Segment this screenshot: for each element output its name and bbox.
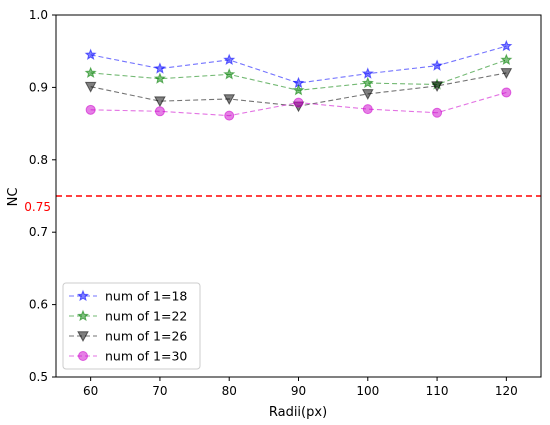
y-axis-label: NC <box>6 188 21 207</box>
x-tick-label: 70 <box>152 384 167 398</box>
x-tick-label: 90 <box>291 384 306 398</box>
data-point <box>501 87 512 98</box>
data-point <box>431 81 443 93</box>
data-point <box>431 59 444 71</box>
data-point <box>500 39 513 52</box>
y-tick-label: 0.7 <box>29 225 48 239</box>
axes: 0.75 60 70 80 90 100 110 120 0.5 0.6 0.7 0.8 0.9 1.0 <box>24 8 542 398</box>
data-point <box>84 66 97 79</box>
x-tick-label: 80 <box>222 384 237 398</box>
data-point <box>84 81 97 93</box>
data-point <box>361 67 374 79</box>
data-point <box>500 53 513 66</box>
data-point <box>153 72 166 84</box>
data-point <box>292 83 305 96</box>
legend-entry-label: num of 1=22 <box>105 309 187 324</box>
y-tick-label: 0.5 <box>29 370 48 384</box>
legend-entry-label: num of 1=18 <box>105 289 187 304</box>
data-point <box>361 89 374 100</box>
x-tick-label: 100 <box>356 384 379 398</box>
legend-box <box>62 282 201 370</box>
legend-marker <box>77 331 89 343</box>
legend-marker <box>78 351 88 361</box>
data-point <box>361 76 374 89</box>
data-point <box>223 53 236 66</box>
legend: num of 1=18 num of 1=22 num of 1=26 num of … <box>62 282 201 370</box>
x-tick-label: 60 <box>83 384 98 398</box>
data-point <box>223 94 236 106</box>
plot-area <box>56 39 541 197</box>
data-point <box>154 106 165 117</box>
threshold-label: 0.75 <box>24 200 51 214</box>
legend-marker <box>76 289 90 302</box>
data-point <box>153 62 166 74</box>
data-point <box>293 97 304 108</box>
data-point <box>154 96 166 108</box>
x-tick-label: 110 <box>426 384 449 398</box>
data-point <box>362 104 373 115</box>
y-tick-label: 0.6 <box>29 298 48 312</box>
legend-marker <box>76 309 90 322</box>
data-point <box>224 110 235 121</box>
data-point <box>223 68 236 80</box>
data-point <box>500 68 513 79</box>
data-point <box>85 104 96 115</box>
y-tick-label: 0.8 <box>29 153 48 167</box>
legend-entry-label: num of 1=30 <box>105 349 187 364</box>
legend-entry-label: num of 1=26 <box>105 329 187 344</box>
data-point <box>432 107 443 118</box>
y-tick-label: 1.0 <box>29 8 48 22</box>
x-tick-label: 120 <box>495 384 518 398</box>
data-point <box>84 48 97 60</box>
x-axis-label: Radii(px) <box>269 405 327 420</box>
y-tick-label: 0.9 <box>29 80 48 94</box>
